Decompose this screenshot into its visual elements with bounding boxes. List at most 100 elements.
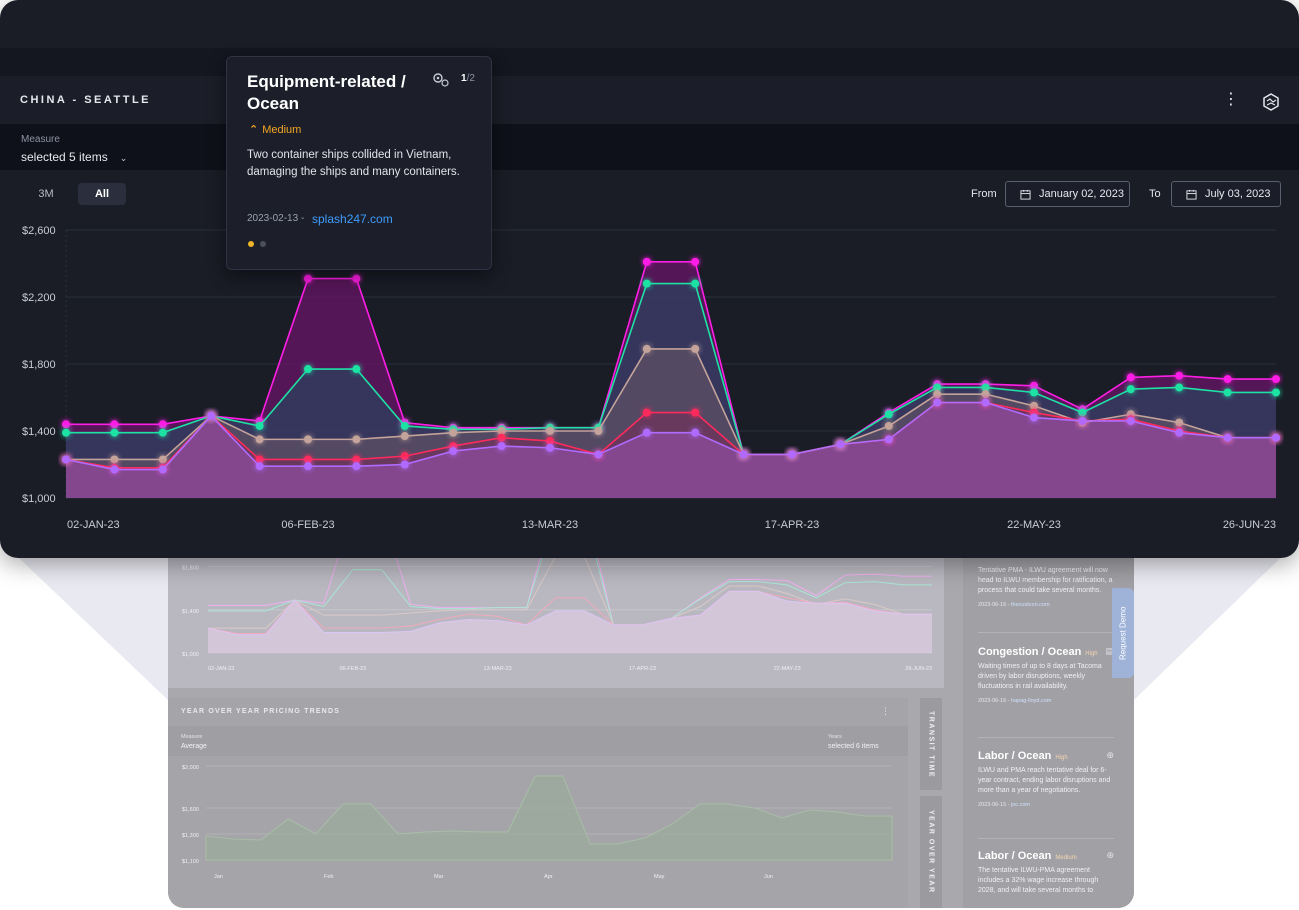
data-point[interactable] [884, 421, 893, 430]
news-source-link[interactable]: joc.com [1011, 802, 1030, 808]
data-point[interactable] [207, 411, 216, 420]
from-date-field[interactable]: January 02, 2023 [1005, 181, 1130, 207]
data-point[interactable] [933, 390, 942, 399]
data-point[interactable] [400, 421, 409, 430]
data-point[interactable] [836, 440, 845, 449]
data-point[interactable] [110, 455, 119, 464]
data-point[interactable] [642, 279, 651, 288]
measure-select[interactable]: selected 5 items ⌄ [21, 150, 127, 164]
data-point[interactable] [691, 279, 700, 288]
tab-year-over-year[interactable]: YEAR OVER YEAR [920, 796, 942, 908]
yoy-measure-select[interactable]: Average [181, 743, 207, 750]
data-point[interactable] [304, 435, 312, 444]
data-point[interactable] [788, 450, 796, 459]
data-point[interactable] [497, 442, 506, 451]
data-point[interactable] [1030, 381, 1038, 390]
data-point[interactable] [546, 437, 554, 446]
data-point[interactable] [62, 428, 70, 437]
data-point[interactable] [400, 460, 409, 469]
pager-dot[interactable] [260, 241, 266, 247]
news-item[interactable]: Labor / Ocean Medium ⊕ The tentative ILWU… [978, 850, 1114, 896]
data-point[interactable] [1126, 385, 1135, 394]
data-point[interactable] [1272, 388, 1280, 397]
pager-dot-active[interactable] [248, 241, 254, 247]
data-point[interactable] [110, 428, 119, 437]
event-source-link[interactable]: splash247.com [312, 212, 393, 226]
data-point[interactable] [981, 398, 990, 407]
data-point[interactable] [642, 344, 651, 353]
data-point[interactable] [1223, 433, 1232, 442]
data-point[interactable] [352, 455, 361, 464]
data-point[interactable] [1030, 401, 1038, 410]
news-globe-icon[interactable]: ⊕ [1106, 850, 1114, 860]
data-point[interactable] [1126, 373, 1135, 382]
data-point[interactable] [158, 455, 167, 464]
gear-icon[interactable] [431, 71, 451, 89]
news-item[interactable]: Congestion / Ocean High ▤ Waiting times o… [978, 646, 1114, 704]
data-point[interactable] [691, 428, 700, 437]
data-point[interactable] [352, 462, 361, 471]
data-point[interactable] [884, 410, 893, 419]
data-point[interactable] [594, 450, 603, 459]
news-print-icon[interactable]: ▤ [1105, 646, 1114, 656]
data-point[interactable] [255, 455, 264, 464]
data-point[interactable] [1078, 408, 1087, 417]
data-point[interactable] [594, 427, 603, 435]
data-point[interactable] [304, 462, 312, 471]
data-point[interactable] [158, 420, 167, 429]
news-item[interactable]: Labor / Ocean High ⊕ ILWU and PMA reach t… [978, 750, 1114, 808]
data-point[interactable] [1175, 418, 1184, 427]
data-point[interactable] [255, 421, 264, 430]
tab-transit-time[interactable]: TRANSIT TIME [920, 698, 942, 790]
data-point[interactable] [642, 257, 651, 266]
news-item[interactable]: Tentative PMA - ILWU agreement will now … [978, 562, 1114, 608]
data-point[interactable] [1030, 388, 1038, 397]
data-point[interactable] [1272, 433, 1280, 442]
news-globe-icon[interactable]: ⊕ [1106, 750, 1114, 760]
data-point[interactable] [352, 435, 361, 444]
data-point[interactable] [1272, 375, 1280, 384]
data-point[interactable] [449, 428, 458, 437]
to-date-field[interactable]: July 03, 2023 [1171, 181, 1281, 207]
data-point[interactable] [691, 408, 700, 417]
more-options-icon[interactable]: ⋮ [1223, 91, 1239, 108]
data-point[interactable] [546, 427, 554, 435]
data-point[interactable] [1175, 428, 1184, 437]
news-source-link[interactable]: thecustcon.com [1011, 602, 1050, 608]
yoy-kebab-icon[interactable]: ⋮ [881, 706, 890, 716]
data-point[interactable] [691, 257, 700, 266]
data-point[interactable] [110, 420, 119, 429]
data-point[interactable] [884, 435, 893, 444]
data-point[interactable] [449, 447, 458, 456]
map-icon[interactable] [1261, 92, 1281, 112]
data-point[interactable] [158, 465, 167, 474]
data-point[interactable] [933, 398, 942, 407]
data-point[interactable] [62, 455, 70, 464]
data-point[interactable] [352, 274, 361, 283]
data-point[interactable] [304, 365, 312, 374]
data-point[interactable] [981, 390, 990, 399]
data-point[interactable] [1126, 416, 1135, 425]
data-point[interactable] [546, 443, 554, 452]
data-point[interactable] [400, 432, 409, 441]
data-point[interactable] [1030, 413, 1038, 422]
data-point[interactable] [691, 344, 700, 353]
data-point[interactable] [304, 455, 312, 464]
data-point[interactable] [933, 383, 942, 392]
data-point[interactable] [1223, 388, 1232, 397]
data-point[interactable] [1078, 416, 1087, 425]
data-point[interactable] [739, 450, 748, 459]
yoy-years-select[interactable]: selected 6 items [828, 743, 879, 750]
data-point[interactable] [497, 427, 506, 435]
news-source-link[interactable]: hapag-lloyd.com [1011, 698, 1052, 704]
range-all-button[interactable]: All [78, 183, 126, 205]
data-point[interactable] [352, 365, 361, 374]
data-point[interactable] [110, 465, 119, 474]
data-point[interactable] [1223, 375, 1232, 384]
data-point[interactable] [255, 435, 264, 444]
data-point[interactable] [1175, 371, 1184, 380]
data-point[interactable] [642, 428, 651, 437]
data-point[interactable] [255, 462, 264, 471]
data-point[interactable] [304, 274, 312, 283]
data-point[interactable] [642, 408, 651, 417]
